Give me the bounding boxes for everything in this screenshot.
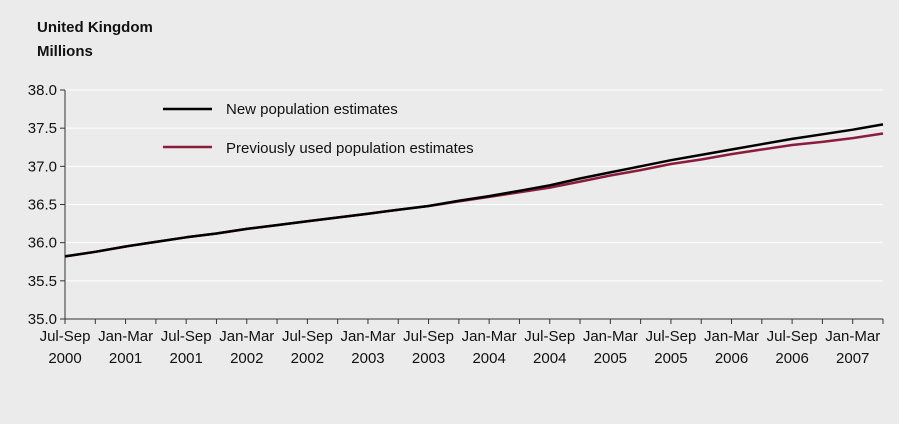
x-tick-label-year: 2004 [533, 350, 566, 367]
x-tick-label-period: Jan-Mar [462, 328, 517, 345]
y-tick-label: 36.0 [28, 235, 57, 252]
x-tick-label-period: Jul-Sep [161, 328, 212, 345]
y-tick-label: 35.5 [28, 273, 57, 290]
x-tick-label-year: 2006 [715, 350, 748, 367]
x-tick-label-period: Jan-Mar [98, 328, 153, 345]
y-tick-label: 37.5 [28, 120, 57, 137]
x-tick-label-year: 2005 [654, 350, 687, 367]
x-tick-label-year: 2003 [351, 350, 384, 367]
x-tick-label-year: 2007 [836, 350, 869, 367]
x-tick-label-period: Jul-Sep [524, 328, 575, 345]
y-axis-unit-label: Millions [37, 43, 93, 60]
chart-title: United Kingdom [37, 19, 153, 36]
x-tick-label-period: Jul-Sep [767, 328, 818, 345]
x-tick-label-year: 2002 [230, 350, 263, 367]
x-tick-label-year: 2000 [48, 350, 81, 367]
x-axis-tick-labels: Jul-Sep 2000 Jan-Mar 2001 Jul-Sep 2001 Jan-Mar… [40, 328, 881, 367]
legend-label-previous-estimates: Previously used population estimates [226, 140, 474, 157]
series-lines [64, 123, 884, 258]
x-tick-label-year: 2004 [472, 350, 505, 367]
series-line-new-estimates [64, 123, 884, 258]
axes [60, 89, 884, 324]
x-tick-label-period: Jan-Mar [583, 328, 638, 345]
x-tick-label-year: 2001 [169, 350, 202, 367]
y-tick-label: 38.0 [28, 82, 57, 99]
legend: New population estimates Previously used… [163, 101, 474, 157]
x-tick-label-period: Jul-Sep [282, 328, 333, 345]
gridlines [65, 89, 883, 282]
y-axis-tick-labels: 35.0 35.5 36.0 36.5 37.0 37.5 38.0 [28, 82, 57, 328]
x-tick-label-period: Jan-Mar [825, 328, 880, 345]
x-tick-label-year: 2006 [775, 350, 808, 367]
x-tick-label-year: 2002 [291, 350, 324, 367]
x-tick-label-year: 2005 [594, 350, 627, 367]
x-tick-label-year: 2003 [412, 350, 445, 367]
x-tick-label-period: Jul-Sep [40, 328, 91, 345]
y-tick-label: 37.0 [28, 158, 57, 175]
x-tick-label-period: Jul-Sep [403, 328, 454, 345]
x-tick-label-period: Jan-Mar [704, 328, 759, 345]
y-tick-label: 36.5 [28, 197, 57, 214]
x-tick-label-period: Jan-Mar [340, 328, 395, 345]
y-tick-label: 35.0 [28, 311, 57, 328]
legend-label-new-estimates: New population estimates [226, 101, 398, 118]
x-tick-label-year: 2001 [109, 350, 142, 367]
x-tick-label-period: Jul-Sep [645, 328, 696, 345]
x-tick-label-period: Jan-Mar [219, 328, 274, 345]
